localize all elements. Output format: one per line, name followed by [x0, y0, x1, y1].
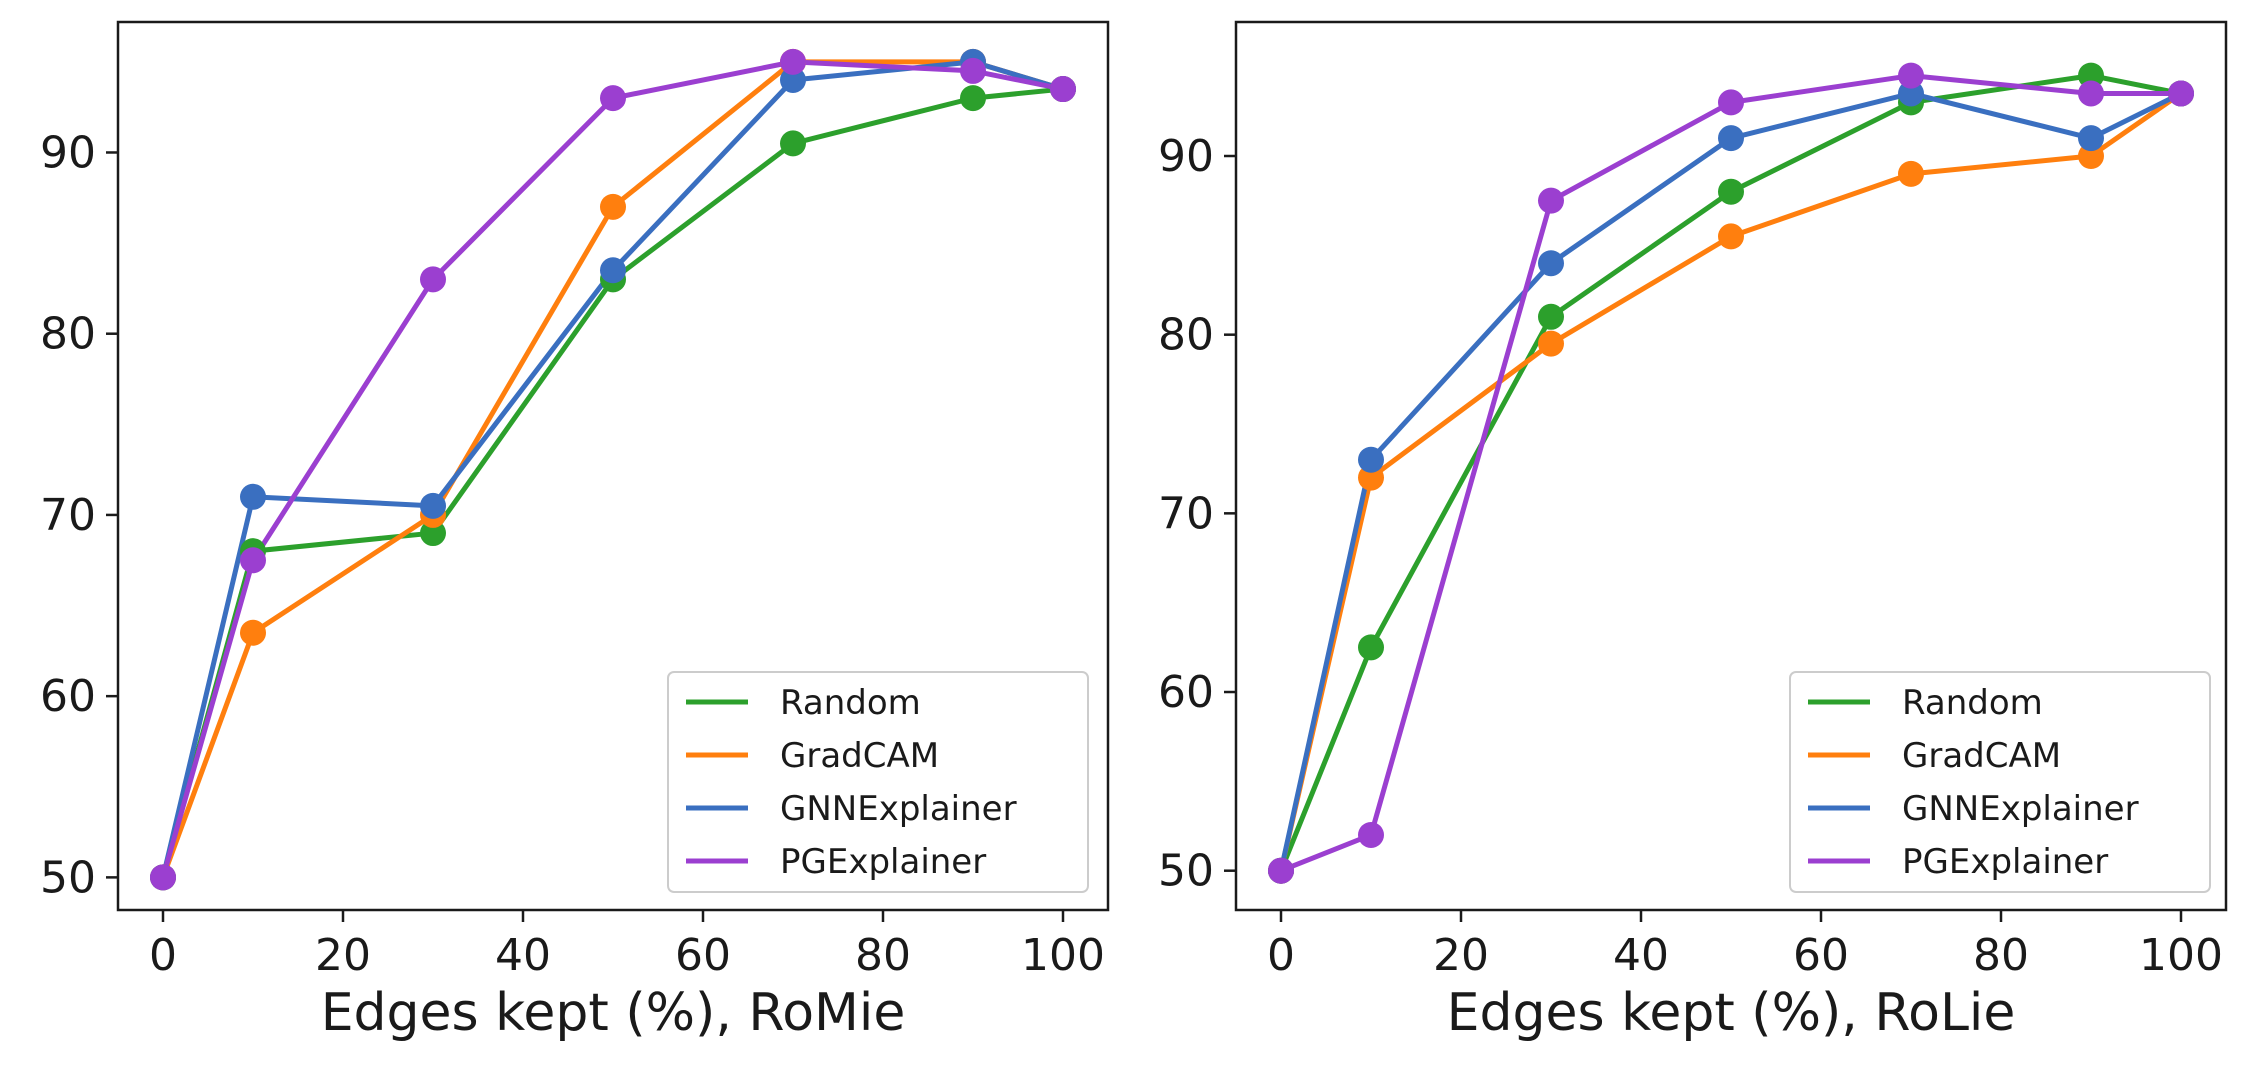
x-tick-label: 80: [1973, 930, 2029, 981]
legend-label-random: Random: [1902, 683, 2043, 723]
y-tick-label: 60: [40, 671, 96, 722]
x-tick-label: 0: [149, 930, 177, 981]
y-tick-label: 50: [40, 852, 96, 903]
y-tick-label: 70: [1158, 488, 1214, 539]
y-tick-label: 90: [1158, 131, 1214, 182]
x-axis-label: Edges kept (%), RoMie: [321, 983, 906, 1043]
data-point-pgexplainer: [2078, 80, 2104, 107]
x-tick-label: 40: [495, 930, 551, 981]
y-tick-label: 90: [40, 127, 96, 178]
data-point-gradcam: [2078, 143, 2104, 170]
data-point-gradcam: [1898, 160, 1924, 187]
x-tick-label: 60: [675, 930, 731, 981]
data-point-gnnexplainer: [1538, 250, 1564, 277]
data-point-random: [1538, 303, 1564, 330]
data-point-gnnexplainer: [240, 483, 266, 510]
data-point-gnnexplainer: [600, 257, 626, 284]
x-axis-label: Edges kept (%), RoLie: [1447, 983, 2016, 1043]
x-tick-label: 100: [1021, 930, 1105, 981]
x-tick-label: 60: [1793, 930, 1849, 981]
data-point-pgexplainer: [2168, 80, 2194, 107]
data-point-gnnexplainer: [780, 66, 806, 93]
data-point-random: [420, 520, 446, 547]
data-point-random: [1358, 634, 1384, 661]
data-point-gnnexplainer: [1898, 80, 1924, 107]
x-tick-label: 100: [2139, 930, 2223, 981]
x-tick-label: 20: [315, 930, 371, 981]
legend-label-gnnexplainer: GNNExplainer: [780, 789, 1017, 829]
legend-label-gnnexplainer: GNNExplainer: [1902, 789, 2139, 829]
y-tick-label: 70: [40, 490, 96, 541]
data-point-gradcam: [1358, 464, 1384, 491]
data-point-pgexplainer: [600, 85, 626, 112]
chart-panel-1: 0 20 40 60 80 100 50 60 70 80 90 Edges kept (%), Ro…: [40, 20, 1110, 1043]
data-point-pgexplainer: [1268, 857, 1294, 884]
data-point-gnnexplainer: [420, 492, 446, 519]
plot-frame: [1234, 20, 2228, 912]
legend-label-random: Random: [780, 683, 921, 723]
data-point-pgexplainer: [420, 266, 446, 293]
data-point-random: [1718, 178, 1744, 205]
y-tick-label: 80: [40, 309, 96, 360]
legend-label-pgexplainer: PGExplainer: [1902, 842, 2108, 882]
data-point-random: [960, 85, 986, 112]
y-tick-label: 50: [1158, 846, 1214, 897]
x-tick-label: 20: [1433, 930, 1489, 981]
data-point-gradcam: [1538, 330, 1564, 357]
legend-label-gradcam: GradCAM: [780, 736, 939, 776]
data-point-pgexplainer: [1718, 89, 1744, 116]
data-point-pgexplainer: [1358, 821, 1384, 848]
y-tick-label: 80: [1158, 310, 1214, 361]
legend-label-gradcam: GradCAM: [1902, 736, 2061, 776]
data-point-gnnexplainer: [2078, 125, 2104, 152]
data-point-pgexplainer: [240, 547, 266, 574]
chart-panel-2: 0 20 40 60 80 100 50 60 70 80 90 Edges kept (%), Ro…: [1158, 20, 2228, 1043]
legend: Random GradCAM GNNExplainer PGExplainer: [1789, 671, 2211, 893]
legend-label-pgexplainer: PGExplainer: [780, 842, 986, 882]
x-tick-label: 40: [1613, 930, 1669, 981]
data-point-pgexplainer: [150, 864, 176, 891]
legend: Random GradCAM GNNExplainer PGExplainer: [667, 671, 1089, 893]
data-point-pgexplainer: [1538, 187, 1564, 214]
data-point-pgexplainer: [960, 57, 986, 84]
data-point-gnnexplainer: [1718, 125, 1744, 152]
data-point-random: [2078, 62, 2104, 89]
data-point-random: [780, 130, 806, 157]
data-point-pgexplainer: [1050, 76, 1076, 103]
data-point-pgexplainer: [780, 48, 806, 75]
legend-box: [1789, 671, 2211, 893]
x-tick-label: 80: [855, 930, 911, 981]
legend-box: [667, 671, 1089, 893]
data-point-gradcam: [240, 619, 266, 646]
data-point-gnnexplainer: [1358, 446, 1384, 473]
plot-frame: [116, 20, 1110, 912]
data-point-gradcam: [1718, 223, 1744, 250]
y-tick-label: 60: [1158, 667, 1214, 718]
data-point-pgexplainer: [1898, 62, 1924, 89]
x-tick-label: 0: [1267, 930, 1295, 981]
data-point-gradcam: [600, 193, 626, 220]
